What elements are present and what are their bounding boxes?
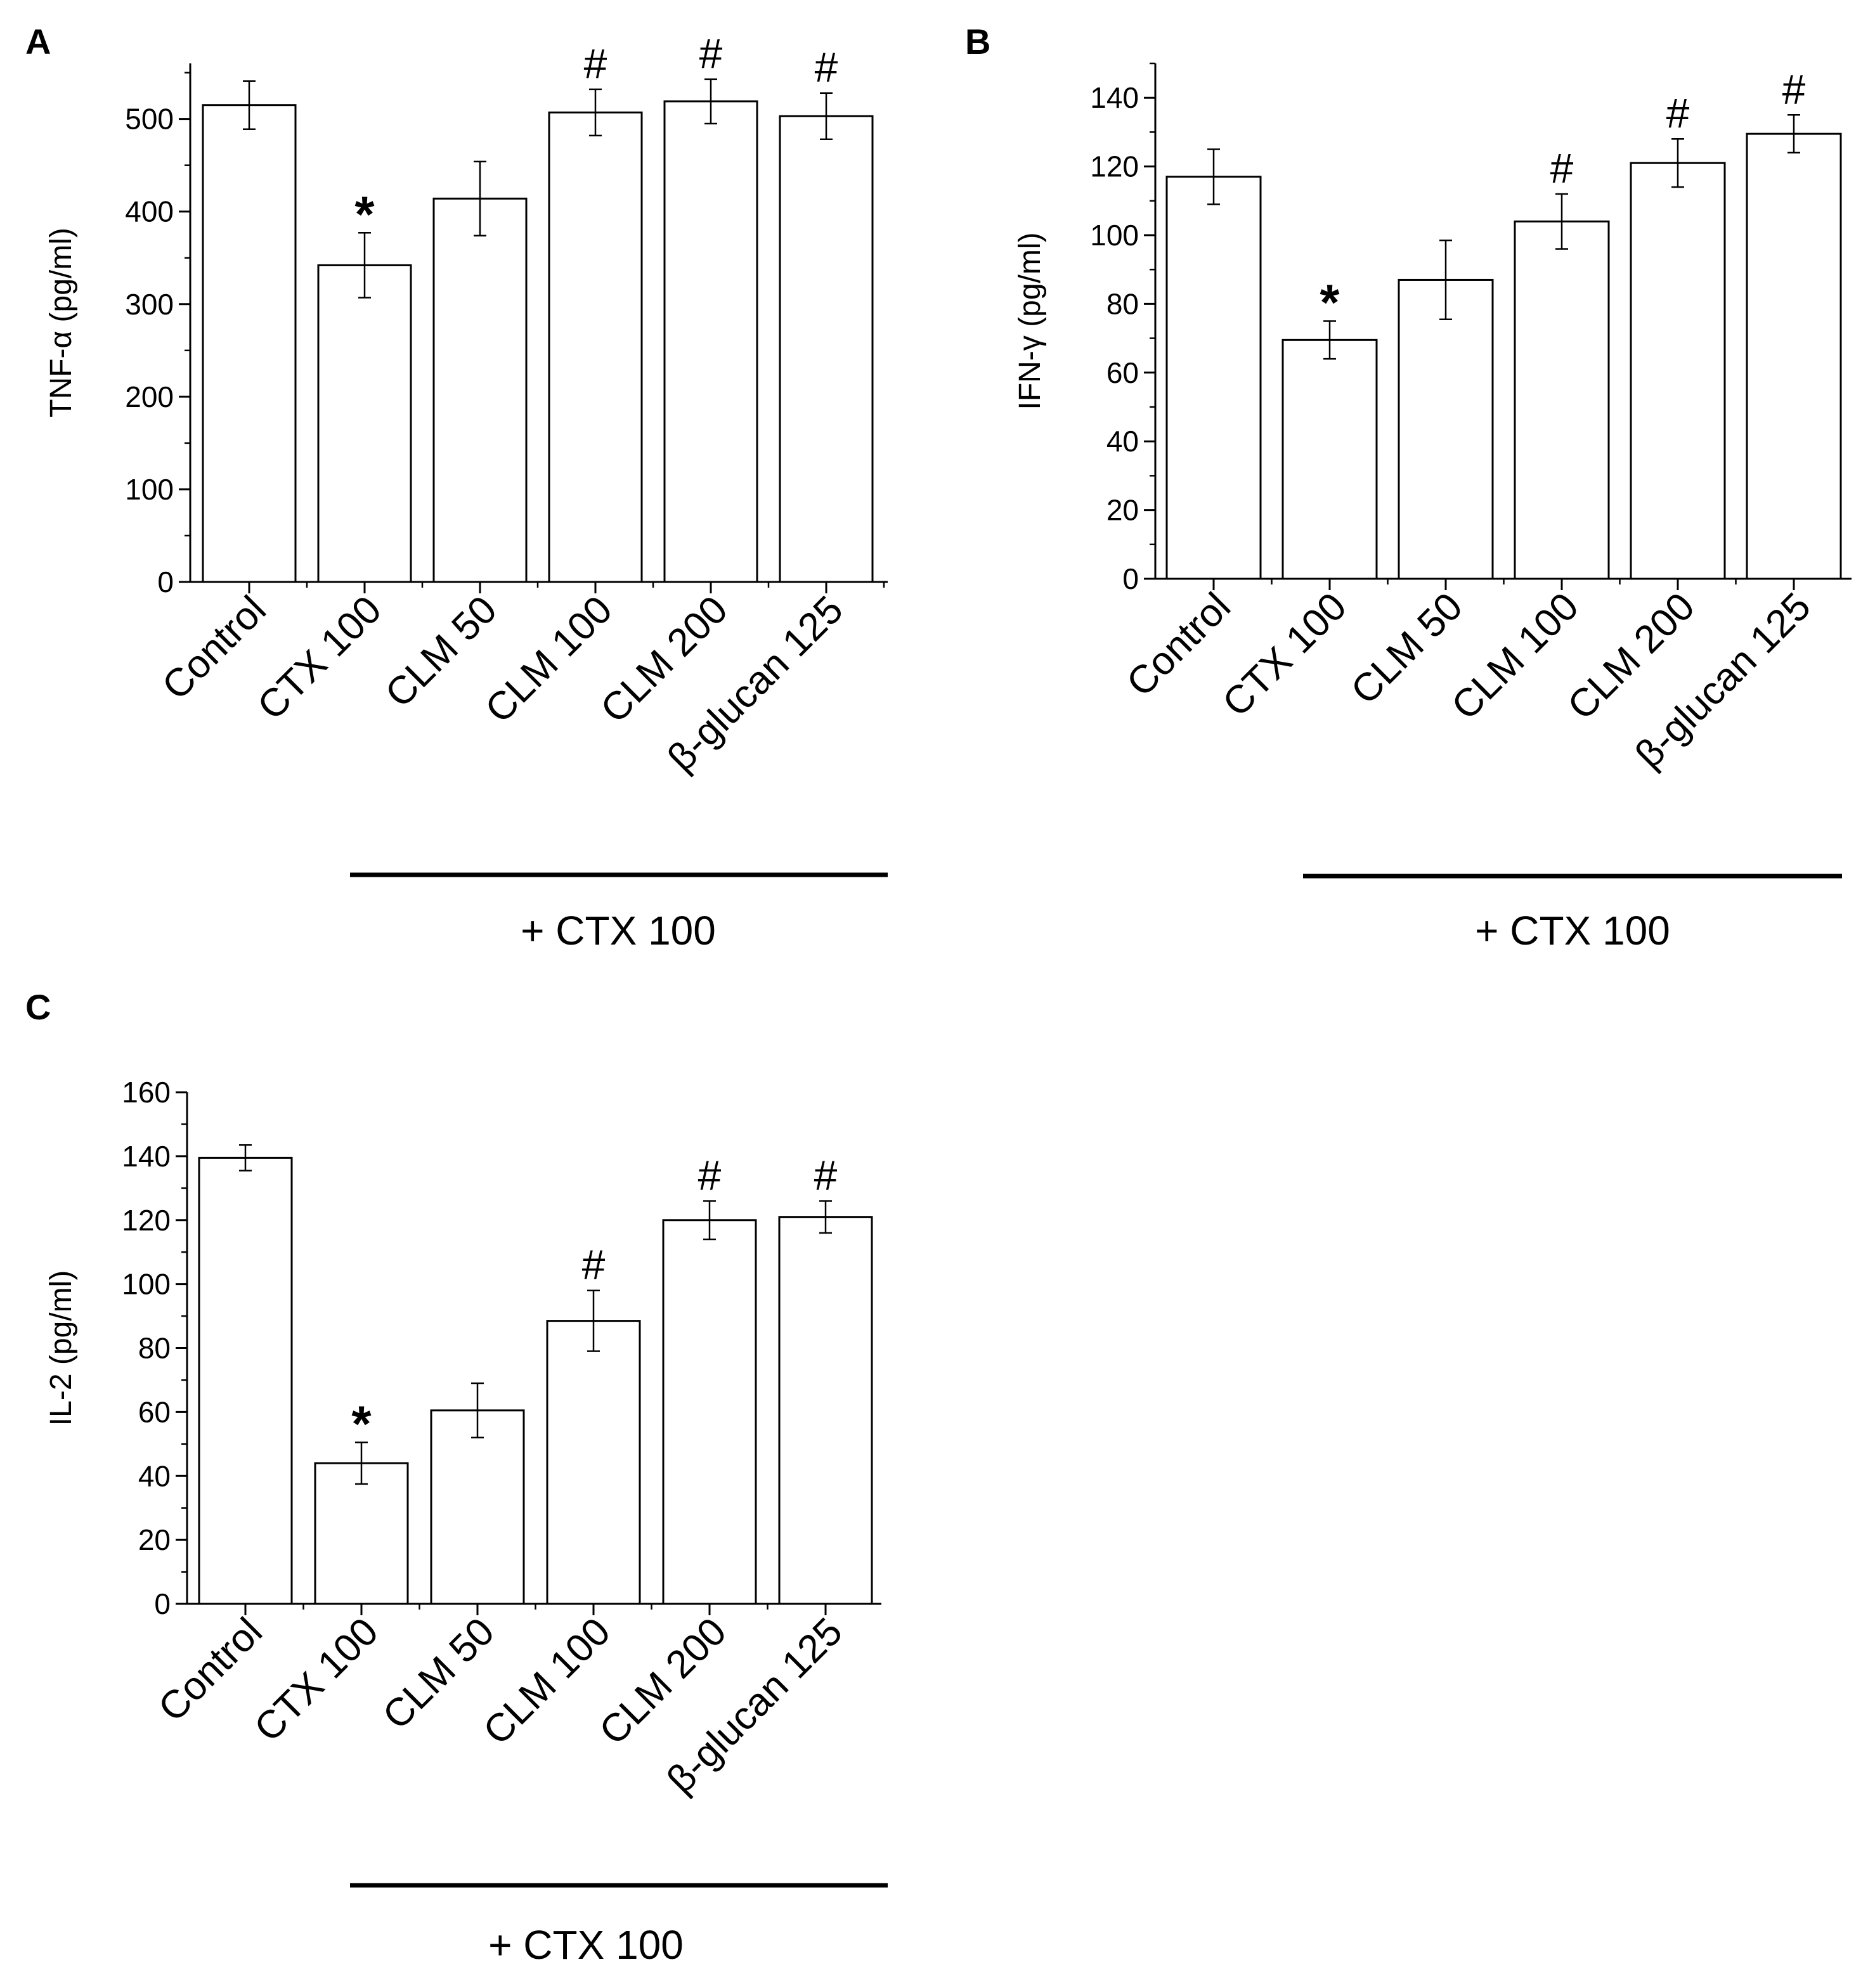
bar-ctx-100 <box>317 264 412 583</box>
significance-star: * <box>1320 274 1340 331</box>
panel-letter: B <box>965 22 990 61</box>
y-tick-label: 500 <box>125 103 174 136</box>
y-tick-label: 80 <box>138 1332 171 1365</box>
bar--glucan-125 <box>778 1216 873 1605</box>
significance-star: * <box>351 1395 372 1452</box>
significance-hash: # <box>1782 65 1806 112</box>
y-tick-label: 60 <box>1106 356 1139 389</box>
bar-clm-200 <box>1630 162 1726 580</box>
bar-clm-50 <box>430 1409 525 1605</box>
significance-hash: # <box>698 1151 722 1198</box>
y-tick-label: 100 <box>125 473 174 506</box>
bar-clm-100 <box>548 111 643 583</box>
y-tick-label: 400 <box>125 195 174 228</box>
bar-clm-200 <box>662 1219 757 1605</box>
bar-ctx-100 <box>1281 339 1378 580</box>
y-tick-label: 100 <box>1090 219 1139 252</box>
y-tick-label: 60 <box>138 1395 171 1428</box>
y-tick-label: 120 <box>122 1204 171 1237</box>
significance-hash: # <box>815 44 838 91</box>
y-tick-label: 20 <box>138 1523 171 1556</box>
y-tick-label: 140 <box>122 1140 171 1173</box>
significance-star: * <box>354 186 375 242</box>
significance-hash: # <box>584 40 607 87</box>
significance-hash: # <box>1666 89 1690 136</box>
y-tick-label: 40 <box>1106 425 1139 458</box>
bar--glucan-125 <box>779 115 874 583</box>
y-tick-label: 200 <box>125 380 174 413</box>
y-tick-label: 120 <box>1090 150 1139 183</box>
panel-letter: C <box>25 987 51 1027</box>
bar-ctx-100 <box>314 1462 409 1605</box>
y-tick-label: 20 <box>1106 494 1139 527</box>
bar-control <box>1165 176 1262 580</box>
y-tick-label: 0 <box>157 565 174 598</box>
group-label: + CTX 100 <box>521 908 716 953</box>
significance-hash: # <box>699 30 723 77</box>
y-tick-label: 40 <box>138 1459 171 1492</box>
y-tick-label: 0 <box>1122 562 1139 595</box>
group-label: + CTX 100 <box>488 1922 684 1968</box>
y-tick-label: 100 <box>122 1268 171 1301</box>
panel-letter: A <box>25 22 51 61</box>
y-tick-label: 80 <box>1106 287 1139 320</box>
y-axis-title: IFN-γ (pg/ml) <box>1013 233 1047 410</box>
y-tick-label: 0 <box>154 1587 171 1620</box>
y-axis-title: TNF-α (pg/ml) <box>44 228 78 418</box>
bar-clm-50 <box>432 197 528 583</box>
bar-clm-100 <box>546 1320 641 1605</box>
bar-clm-200 <box>663 100 758 583</box>
significance-hash: # <box>814 1151 838 1198</box>
significance-hash: # <box>1550 145 1574 191</box>
significance-hash: # <box>582 1241 606 1288</box>
bar-clm-50 <box>1398 278 1494 580</box>
bar-control <box>198 1156 293 1605</box>
bar-clm-100 <box>1514 220 1610 580</box>
bar--glucan-125 <box>1746 132 1842 580</box>
y-tick-label: 140 <box>1090 81 1139 114</box>
y-tick-label: 300 <box>125 288 174 321</box>
group-label: + CTX 100 <box>1475 908 1670 953</box>
y-axis-title: IL-2 (pg/ml) <box>44 1270 78 1426</box>
bar-control <box>202 104 297 583</box>
y-tick-label: 160 <box>122 1076 171 1109</box>
